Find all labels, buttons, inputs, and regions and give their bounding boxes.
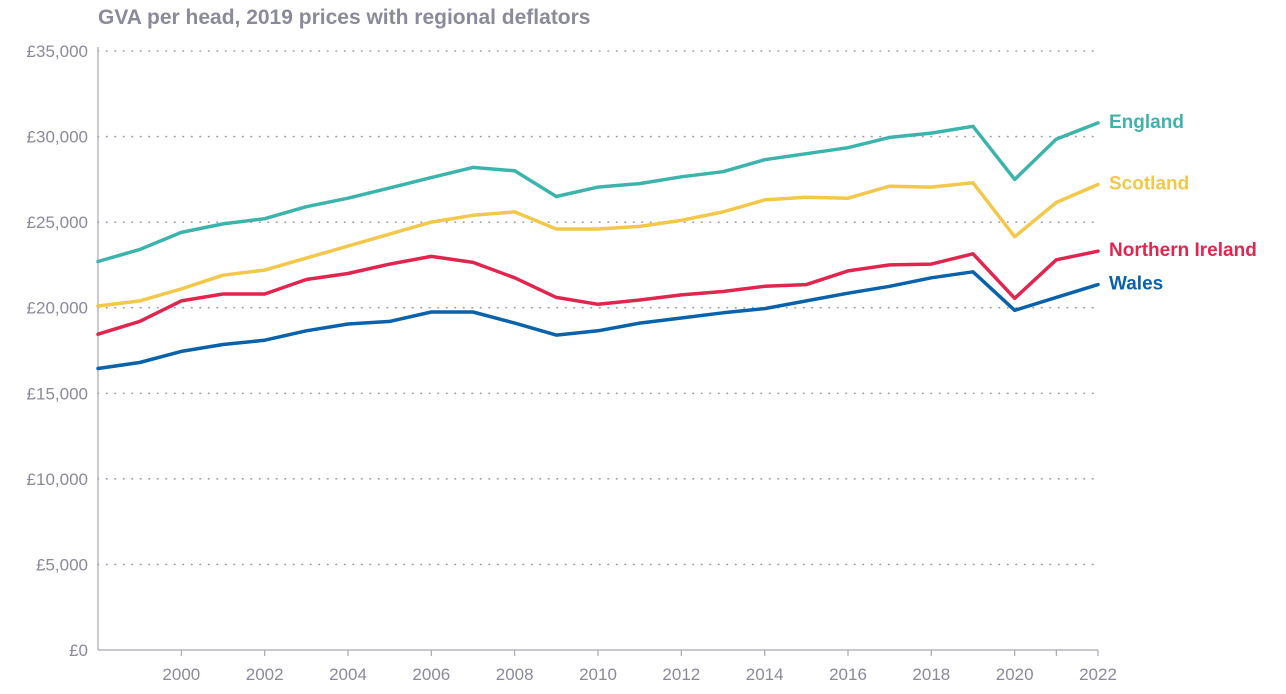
series-lines <box>96 121 1100 371</box>
series-label-scotland: Scotland <box>1109 173 1189 194</box>
x-tick-label: 2018 <box>912 665 950 684</box>
x-tick-label: 2014 <box>746 665 784 684</box>
y-tick-label: £5,000 <box>36 555 88 574</box>
series-label-northern-ireland: Northern Ireland <box>1109 240 1257 261</box>
y-tick-label: £10,000 <box>27 470 88 489</box>
x-tick-label: 2008 <box>496 665 534 684</box>
y-tick-label: £35,000 <box>27 42 88 61</box>
chart-title: GVA per head, 2019 prices with regional … <box>98 6 591 29</box>
x-tick-label: 2022 <box>1079 665 1117 684</box>
x-tick-label: 2000 <box>162 665 200 684</box>
series-labels: England Scotland Northern Ireland Wales <box>1109 112 1257 295</box>
series-label-england: England <box>1109 112 1184 133</box>
y-tick-label: £20,000 <box>27 299 88 318</box>
series-line-england <box>96 121 1100 264</box>
gridlines <box>97 50 1099 566</box>
x-tick-label: 2010 <box>579 665 617 684</box>
x-tick-label: 2006 <box>412 665 450 684</box>
series-label-wales: Wales <box>1109 274 1163 295</box>
x-tick-label: 2002 <box>246 665 284 684</box>
x-tick-label: 2016 <box>829 665 867 684</box>
y-tick-label: £25,000 <box>27 213 88 232</box>
x-tick-label: 2004 <box>329 665 367 684</box>
series-line-scotland <box>96 181 1100 308</box>
x-tick-label: 2012 <box>662 665 700 684</box>
y-tick-label: £0 <box>69 641 88 660</box>
x-tick-label: 2020 <box>996 665 1034 684</box>
y-tick-label: £30,000 <box>27 128 88 147</box>
series-line-wales <box>96 270 1100 371</box>
series-line-northern-ireland <box>96 249 1100 336</box>
axes: £0 £5,000 £10,000 £15,000 £20,000 £25,000 £30,… <box>27 42 1117 684</box>
y-tick-label: £15,000 <box>27 384 88 403</box>
